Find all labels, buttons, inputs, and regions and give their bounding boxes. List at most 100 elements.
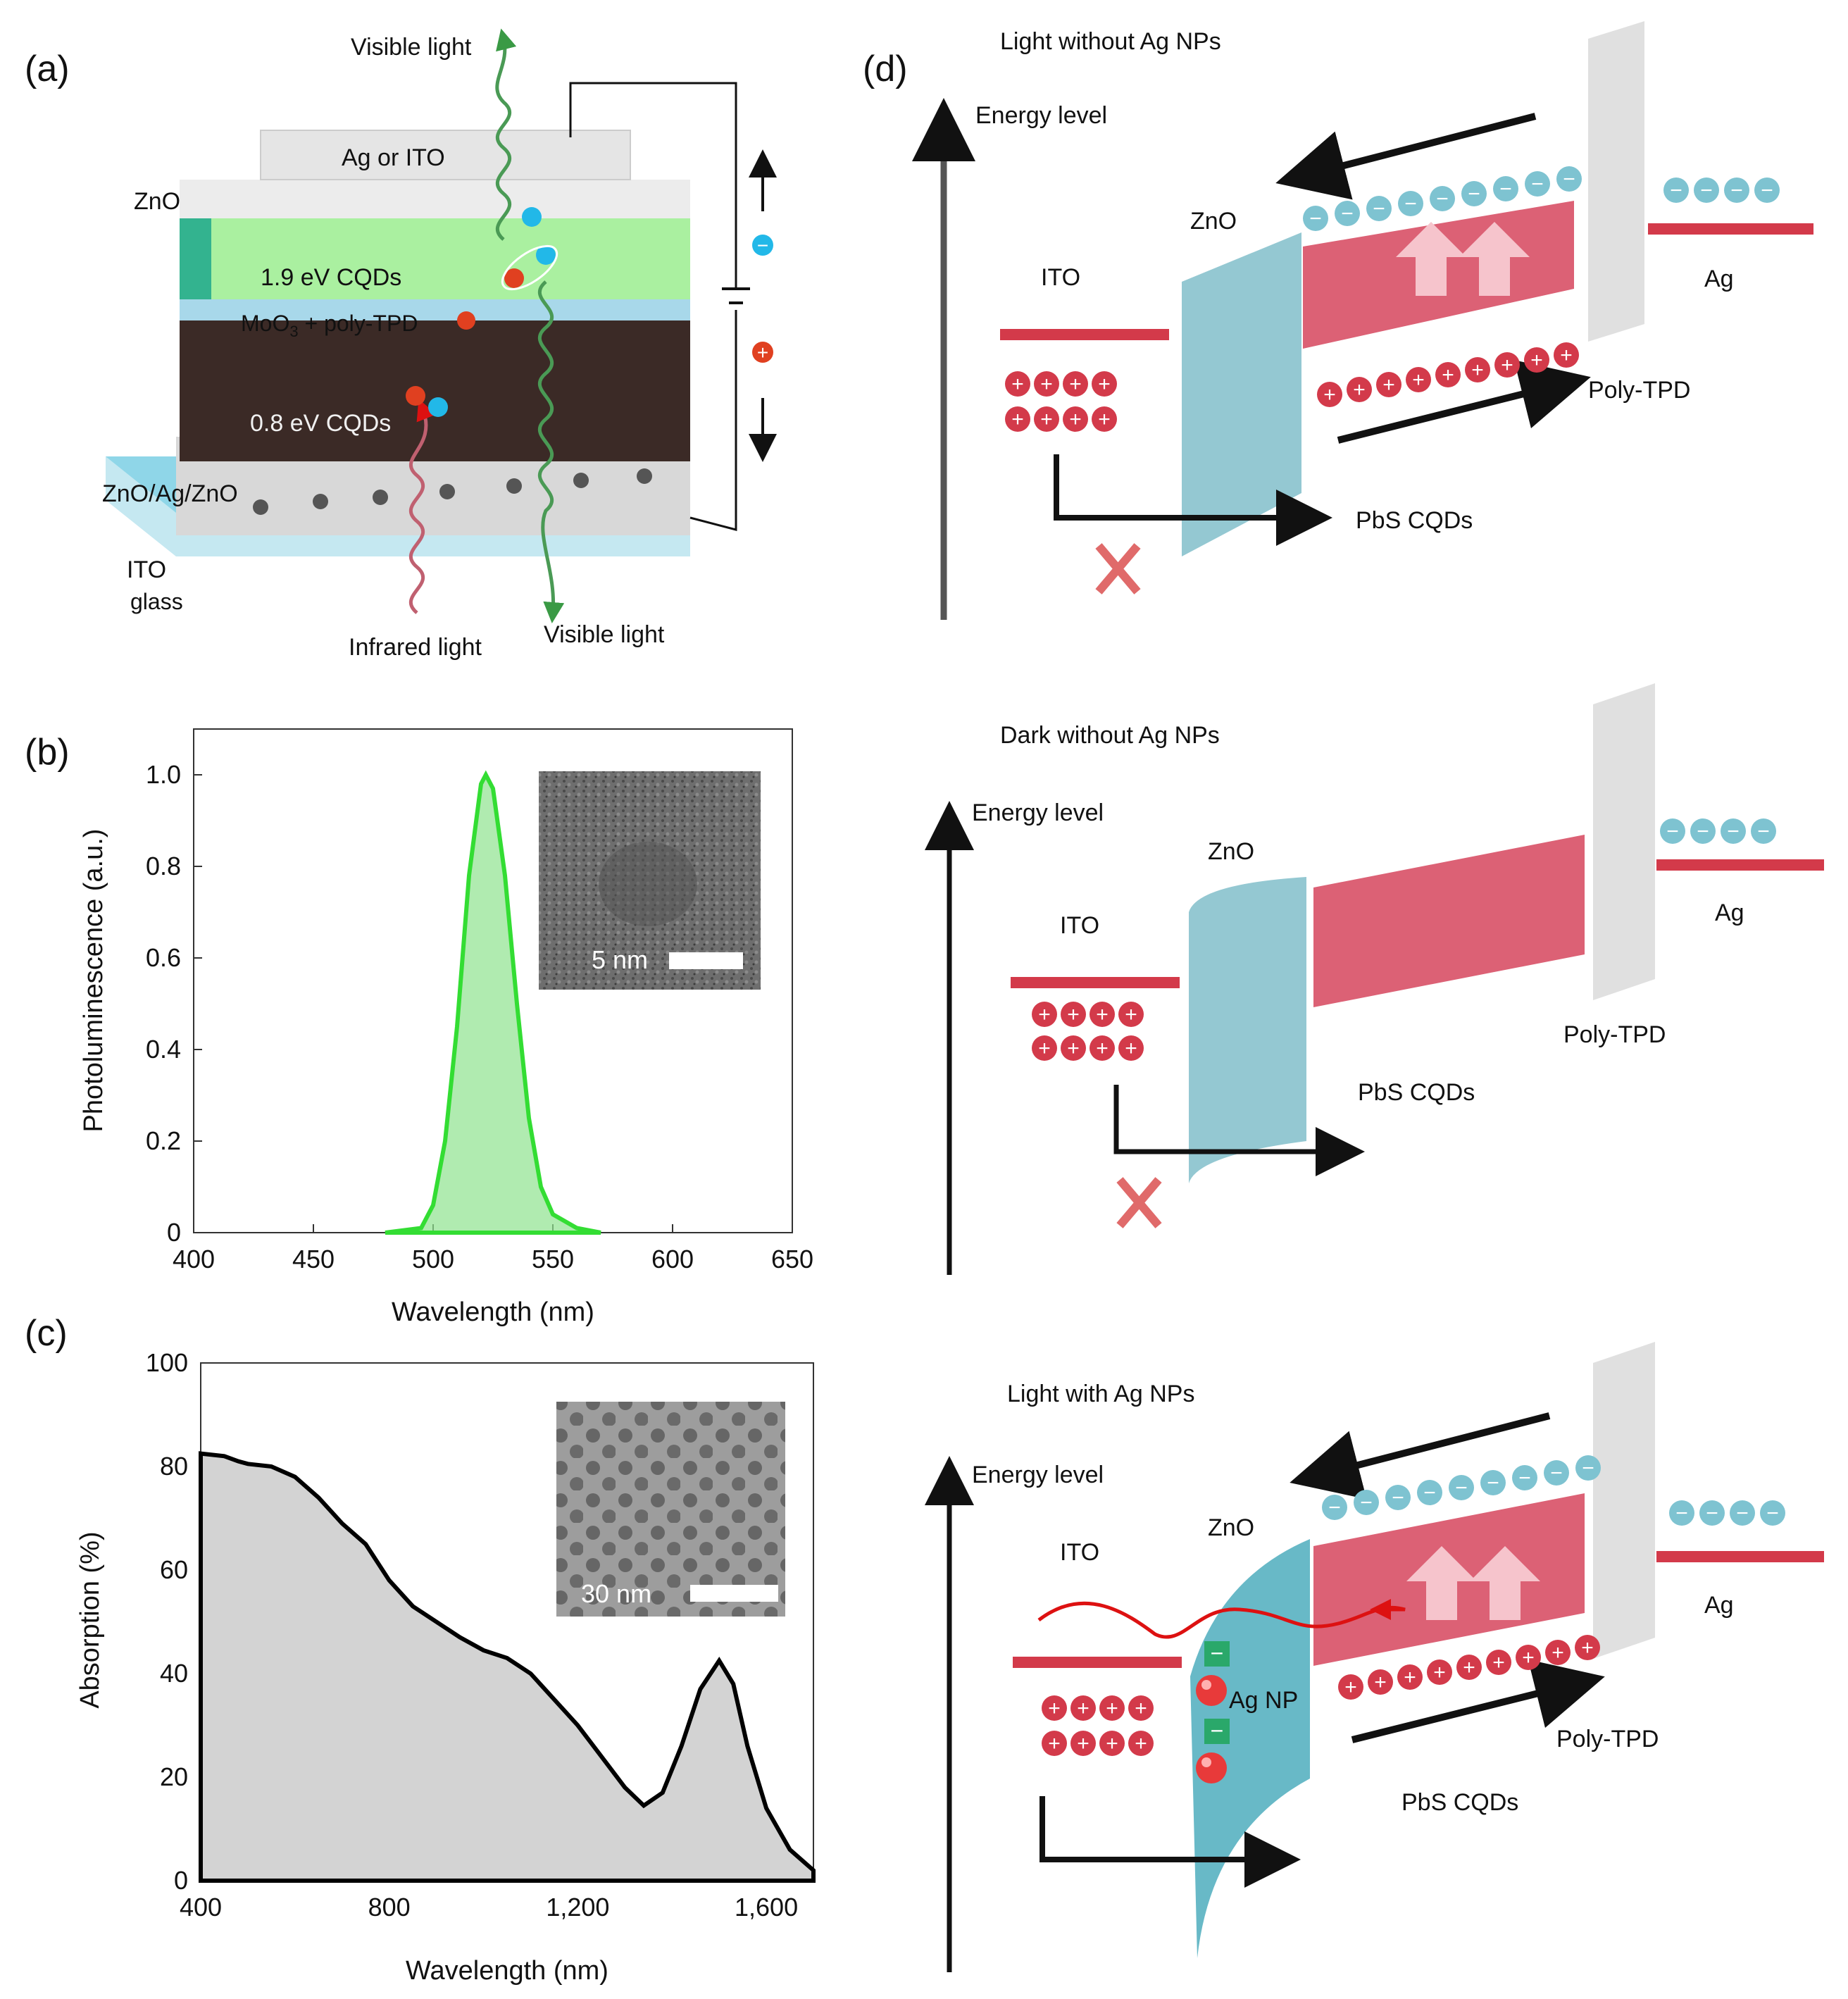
hole-sign: + bbox=[1135, 1732, 1147, 1755]
electron-icon bbox=[1354, 1490, 1379, 1515]
chart-b-series-area bbox=[385, 770, 601, 1235]
electron-icon bbox=[1525, 171, 1550, 197]
hole-sign: + bbox=[1323, 383, 1336, 406]
hole-sign: + bbox=[1011, 373, 1024, 396]
electron-sign: − bbox=[1766, 1502, 1779, 1525]
ag-label: Ag bbox=[1704, 1592, 1734, 1619]
electron-icon bbox=[1663, 178, 1689, 203]
electron-icon bbox=[1724, 178, 1749, 203]
hole-icon bbox=[1406, 367, 1431, 392]
ag-nanoparticles bbox=[253, 468, 652, 515]
electron-sign: − bbox=[1392, 1486, 1404, 1509]
visible-light-top-label: Visible light bbox=[351, 34, 472, 61]
hole-sign: + bbox=[1048, 1732, 1061, 1755]
layer-label-top: Ag or ITO bbox=[342, 144, 445, 171]
ito-label: ITO bbox=[1060, 1539, 1099, 1566]
layer-label-moo3: MoO3 + poly-TPD bbox=[241, 311, 418, 340]
band-diagram-dark-without-agnp: Dark without Ag NPs Energy level ITO ZnO… bbox=[925, 683, 1824, 1275]
hole-icon bbox=[1368, 1669, 1393, 1695]
ito-label: ITO bbox=[1041, 264, 1080, 291]
x-tick-label: 1,600 bbox=[735, 1893, 798, 1922]
x-tick-label: 600 bbox=[651, 1245, 694, 1273]
electron-icon bbox=[1760, 1500, 1785, 1526]
electron-sign: − bbox=[1757, 820, 1770, 843]
electron-sign: − bbox=[1373, 197, 1385, 220]
hole-sign: + bbox=[1106, 1697, 1118, 1720]
y-tick-label: 0 bbox=[167, 1218, 181, 1247]
hole-icon bbox=[1397, 1664, 1423, 1690]
hole-icon bbox=[1456, 1655, 1482, 1680]
hole-sign: + bbox=[1096, 1037, 1109, 1060]
photoexcitation-arrow bbox=[1459, 222, 1530, 296]
hole-sign: + bbox=[757, 342, 768, 363]
electron-icon bbox=[1694, 178, 1719, 203]
hole-icon bbox=[1338, 1674, 1363, 1700]
electron-icon bbox=[1322, 1495, 1347, 1520]
device-schematic: (a) − bbox=[25, 28, 777, 661]
electron-flow-arrow bbox=[1275, 113, 1537, 200]
zno-layer bbox=[180, 180, 690, 218]
hole-icon bbox=[1034, 406, 1059, 432]
circuit-wire-bottom bbox=[689, 310, 737, 531]
electron-icon bbox=[1449, 1475, 1474, 1500]
hole-sign: + bbox=[1552, 1641, 1564, 1664]
ito-label: ITO bbox=[1060, 912, 1099, 939]
layer-label-zno-ag-zno: ZnO/Ag/ZnO bbox=[102, 480, 238, 507]
electron-sign: − bbox=[1697, 820, 1709, 843]
hole-sign: + bbox=[1492, 1651, 1505, 1674]
electron-icon bbox=[1335, 201, 1360, 226]
x-tick-label: 550 bbox=[532, 1245, 574, 1273]
hole-icon bbox=[1554, 342, 1579, 368]
chart-c-inset-tem bbox=[556, 1402, 785, 1617]
hole-sign: + bbox=[1038, 1003, 1051, 1026]
blocked-injection-arrow bbox=[1113, 1085, 1365, 1176]
x-tick-label: 400 bbox=[180, 1893, 222, 1922]
hole-icon bbox=[1042, 1695, 1067, 1721]
hole-flow-arrow bbox=[1337, 360, 1591, 444]
polytpd-barrier bbox=[1593, 683, 1655, 1000]
electron-sign: − bbox=[1706, 1502, 1718, 1525]
energy-axis-label: Energy level bbox=[972, 799, 1104, 826]
energy-axis-label: Energy level bbox=[972, 1462, 1104, 1488]
hole-icon bbox=[1061, 1002, 1086, 1027]
chart-b-inset-scalebar bbox=[669, 952, 743, 969]
hole-icon bbox=[457, 311, 475, 330]
electron-sign: − bbox=[1700, 179, 1713, 202]
hole-sign: + bbox=[1040, 373, 1053, 396]
polytpd-label: Poly-TPD bbox=[1563, 1021, 1666, 1048]
hole-sign: + bbox=[1135, 1697, 1147, 1720]
pbs-label: PbS CQDs bbox=[1401, 1789, 1518, 1816]
hole-injection-arrow bbox=[1040, 1796, 1301, 1888]
hole-icon bbox=[1516, 1645, 1541, 1670]
electron-sign: − bbox=[1736, 1502, 1749, 1525]
hole-sign: + bbox=[1096, 1003, 1109, 1026]
x-tick-label: 650 bbox=[771, 1245, 813, 1273]
hole-sign: + bbox=[1522, 1646, 1535, 1669]
electron-icon bbox=[1480, 1470, 1506, 1495]
electron-sign: − bbox=[1518, 1466, 1531, 1490]
x-tick-label: 400 bbox=[173, 1245, 215, 1273]
ag-label: Ag bbox=[1704, 266, 1734, 292]
photoexcitation-arrow bbox=[1396, 222, 1466, 296]
hole-flow-arrow bbox=[1351, 1659, 1605, 1743]
electron-icon bbox=[1493, 176, 1518, 201]
hole-icon bbox=[1090, 1035, 1115, 1061]
svg-text:−: − bbox=[1211, 1718, 1224, 1743]
chart-b-ylabel: Photoluminescence (a.u.) bbox=[79, 829, 108, 1133]
electron-sign: − bbox=[1666, 820, 1679, 843]
chart-b-inset-scale-label: 5 nm bbox=[592, 945, 648, 974]
electron-icon bbox=[1556, 166, 1582, 192]
electron-sign: − bbox=[1531, 173, 1544, 196]
electron-sign: − bbox=[1670, 179, 1682, 202]
electron-sign: − bbox=[1675, 1502, 1688, 1525]
top-electrode-layer bbox=[260, 130, 631, 180]
hole-sign: + bbox=[1069, 373, 1082, 396]
hole-sign: + bbox=[1077, 1697, 1090, 1720]
hole-sign: + bbox=[1353, 378, 1366, 401]
y-tick-label: 0 bbox=[174, 1866, 188, 1895]
electron-icon bbox=[1544, 1460, 1569, 1486]
hole-icon bbox=[1128, 1695, 1154, 1721]
hole-sign: + bbox=[1412, 368, 1425, 392]
hole-sign: + bbox=[1530, 349, 1543, 372]
hole-sign: + bbox=[1501, 354, 1513, 377]
